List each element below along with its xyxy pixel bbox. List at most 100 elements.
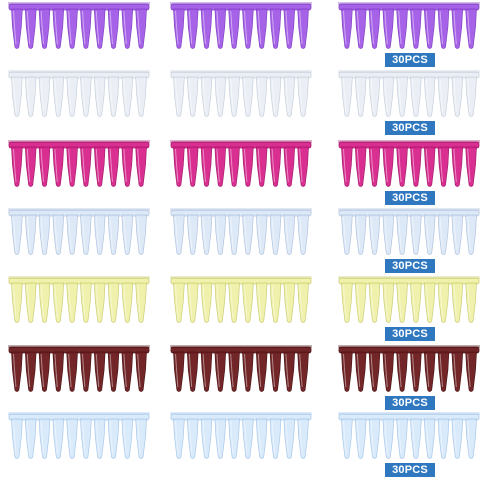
tube-highlight (216, 78, 220, 113)
pcr-tube (269, 282, 282, 323)
pcr-tube-strip-magenta (8, 140, 150, 187)
pcr-tube (396, 351, 408, 392)
pcr-tube (465, 76, 477, 117)
pcr-tube (228, 214, 240, 255)
tube-highlight (216, 420, 220, 455)
tube-highlight (216, 284, 220, 319)
pcr-tube (368, 8, 381, 49)
pcr-tube (173, 214, 185, 255)
tube-highlight (257, 420, 262, 455)
tube-highlight (40, 10, 44, 45)
pcr-tube (24, 8, 37, 49)
tube-highlight (467, 10, 471, 45)
tube-highlight (439, 148, 443, 183)
tube-highlight (439, 10, 443, 45)
pcr-tube (269, 351, 282, 392)
pcr-tube (80, 76, 92, 117)
tube-highlight (244, 353, 248, 388)
tube-highlight (299, 148, 303, 183)
tube-highlight (299, 10, 303, 45)
tube-highlight (356, 284, 361, 319)
pcr-tube (214, 351, 227, 392)
pcr-tube (200, 214, 213, 255)
tube-highlight (453, 420, 457, 455)
tube-highlight (175, 78, 179, 113)
pcr-tube (186, 8, 199, 49)
tube-highlight (123, 284, 127, 319)
pcr-tube (121, 214, 134, 255)
pcr-tube (297, 282, 309, 323)
tube-highlight (109, 10, 113, 45)
tube-highlight (285, 78, 289, 113)
tube-highlight (109, 284, 113, 319)
tube-highlight (412, 78, 416, 113)
tube-highlight (425, 420, 430, 455)
pcr-tube (382, 214, 395, 255)
pcr-tube (283, 351, 296, 392)
pcr-tube (173, 351, 185, 392)
pcr-tube (186, 214, 199, 255)
tube-highlight (453, 284, 457, 319)
tube-highlight (123, 78, 127, 113)
pcr-tube (451, 214, 464, 255)
pcr-tube (410, 76, 422, 117)
tube-highlight (54, 148, 58, 183)
pcr-tube (80, 351, 92, 392)
pcr-tube (52, 282, 65, 323)
pcr-tube-strip-purple (8, 2, 150, 49)
tube-highlight (453, 216, 457, 251)
pcr-tube (135, 418, 147, 459)
tube-highlight (54, 10, 58, 45)
strip-cap-edge (8, 208, 150, 211)
tube-highlight (439, 353, 443, 388)
pcr-tube (396, 282, 408, 323)
tube-highlight (285, 148, 289, 183)
pcr-tube (38, 146, 51, 187)
tube-highlight (467, 353, 471, 388)
pcr-tube (368, 76, 381, 117)
tube-highlight (230, 216, 234, 251)
pcr-tube (396, 8, 408, 49)
pcr-tube (66, 214, 78, 255)
tube-highlight (285, 10, 289, 45)
pcr-tube-strip-sky-blue (170, 412, 312, 459)
pcr-tube (269, 76, 282, 117)
tube-highlight (68, 216, 72, 251)
tube-highlight (370, 216, 374, 251)
pcr-tube (214, 214, 227, 255)
tube-highlight (398, 148, 402, 183)
strip-cap-edge (338, 140, 480, 143)
strip-cap-edge (338, 70, 480, 73)
pcr-tube (121, 418, 134, 459)
strip-connector (170, 346, 312, 354)
tube-highlight (123, 420, 127, 455)
tube-highlight (40, 284, 44, 319)
pcr-tube (121, 282, 134, 323)
strip-cap-edge (170, 276, 312, 279)
tube-highlight (439, 78, 443, 113)
pcr-tube (354, 8, 367, 49)
tube-highlight (343, 284, 347, 319)
pcr-tube (465, 146, 477, 187)
tube-highlight (257, 216, 262, 251)
tube-highlight (95, 78, 100, 113)
pcr-tube (121, 8, 134, 49)
strip-connector (170, 141, 312, 149)
tube-highlight (425, 10, 430, 45)
tube-highlight (26, 148, 31, 183)
pcr-tube (52, 214, 65, 255)
tube-highlight (82, 10, 86, 45)
strip-connector (338, 209, 480, 217)
tube-highlight (244, 148, 248, 183)
pcr-tube (214, 282, 227, 323)
pcr-tube (396, 418, 408, 459)
strip-connector (8, 71, 150, 79)
pcr-tube (410, 282, 422, 323)
pcr-tube (186, 282, 199, 323)
tube-highlight (453, 148, 457, 183)
strip-connector (338, 413, 480, 421)
tube-highlight (82, 284, 86, 319)
pcr-tube-strip-yellow (170, 276, 312, 323)
pcr-tube-strip-purple (170, 2, 312, 49)
pcr-tube (11, 418, 23, 459)
